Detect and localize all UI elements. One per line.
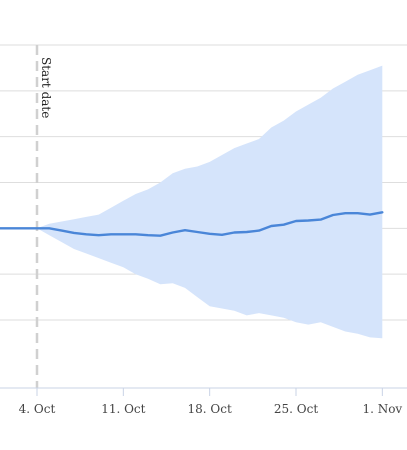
confidence-band xyxy=(37,65,383,339)
start-date-annotation: Start date xyxy=(35,45,53,388)
forecast-line-layer xyxy=(0,211,384,237)
forecast-line xyxy=(0,211,384,237)
x-tick-label: 4. Oct xyxy=(19,402,56,416)
start-date-label: Start date xyxy=(39,57,53,118)
x-axis: 4. Oct 11. Oct 18. Oct 25. Oct 1. Nov xyxy=(0,387,407,416)
confidence-band-layer xyxy=(37,65,383,339)
x-tick-label: 18. Oct xyxy=(188,402,232,416)
x-tick-label: 1. Nov xyxy=(362,402,402,416)
x-tick-label: 25. Oct xyxy=(274,402,318,416)
x-tick-label: 11. Oct xyxy=(101,402,145,416)
